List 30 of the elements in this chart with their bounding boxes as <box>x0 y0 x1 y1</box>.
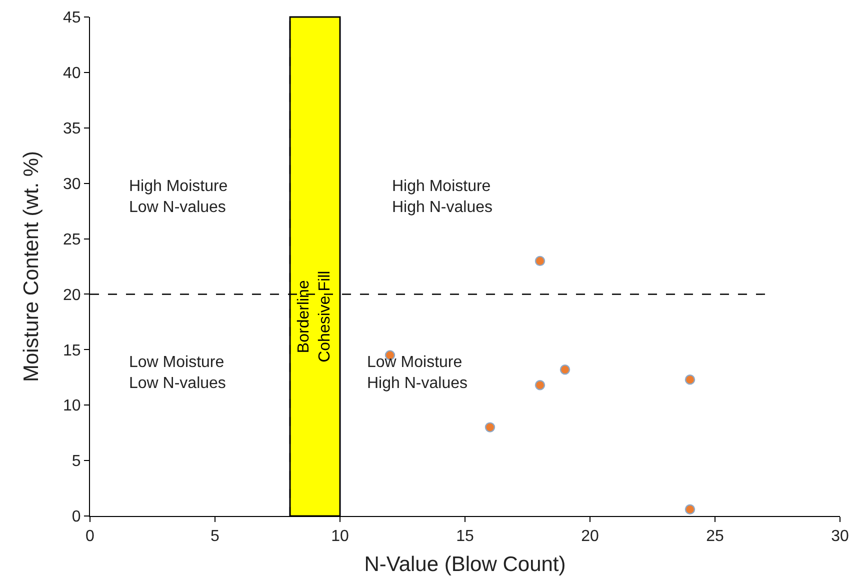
point <box>534 256 546 266</box>
point <box>534 380 546 390</box>
y-tick-label: 5 <box>72 453 81 470</box>
y-tick-label: 20 <box>63 286 81 304</box>
point <box>684 504 696 514</box>
y-tick-label: 25 <box>63 231 81 248</box>
y-tick-label: 40 <box>63 65 81 82</box>
annotation: High Moisture Low N-values <box>129 178 228 216</box>
x-tick-label: 25 <box>706 528 724 546</box>
y-tick-label: 0 <box>72 508 81 526</box>
y-tick-label: 45 <box>63 10 81 27</box>
annotation: Low Moisture Low N-values <box>129 354 226 392</box>
y-tick-label: 15 <box>63 342 81 360</box>
point <box>560 364 570 375</box>
y-axis-title: Moisture Content (wt. %) <box>20 150 43 382</box>
x-axis-title: N-Value (Blow Count) <box>364 553 566 576</box>
point <box>484 422 496 432</box>
x-tick-label: 30 <box>831 528 849 546</box>
point <box>684 374 696 385</box>
x-tick-label: 10 <box>331 528 349 546</box>
x-tick-label: 15 <box>456 528 474 546</box>
y-tick-label: 35 <box>63 120 81 138</box>
y-tick-label: 10 <box>63 398 81 415</box>
y-tick-label: 30 <box>63 176 81 193</box>
annotation: High Moisture High N-values <box>392 178 492 216</box>
band-label: Borderline Cohesive Fill <box>296 270 334 362</box>
annotation: Low Moisture High N-values <box>367 354 468 392</box>
x-tick-label: 5 <box>210 528 220 546</box>
x-tick-label: 0 <box>86 528 95 546</box>
x-tick-label: 20 <box>581 528 599 546</box>
